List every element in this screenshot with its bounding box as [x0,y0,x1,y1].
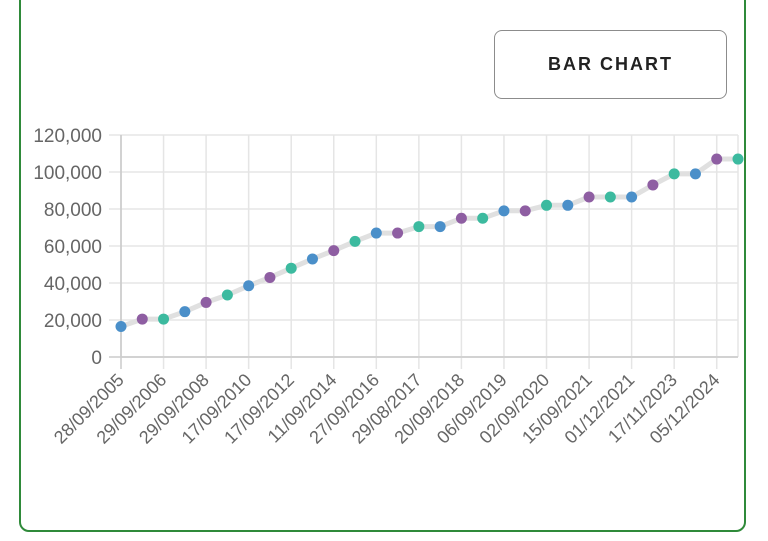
y-tick-label: 60,000 [44,237,102,258]
y-tick-label: 100,000 [33,163,102,184]
chart-grid [109,134,739,369]
data-point[interactable] [711,153,723,165]
data-point[interactable] [264,271,276,283]
data-point[interactable] [115,320,127,332]
data-point[interactable] [221,289,233,301]
y-tick-label: 0 [91,348,102,369]
y-tick-label: 40,000 [44,274,102,295]
data-point[interactable] [647,179,659,191]
bar-chart-toggle-button[interactable]: BAR CHART [494,30,727,99]
data-point[interactable] [179,306,191,318]
data-point[interactable] [370,227,382,239]
data-point[interactable] [136,313,148,325]
data-point[interactable] [604,191,616,203]
data-point[interactable] [349,235,361,247]
data-point[interactable] [328,245,340,257]
chart-axes [120,135,738,358]
x-tick-labels: 28/09/200529/09/200629/09/200817/09/2010… [50,370,724,448]
data-point[interactable] [668,168,680,180]
series-line [120,156,738,329]
data-point[interactable] [689,168,701,180]
data-point[interactable] [306,253,318,265]
data-point[interactable] [732,153,744,165]
data-point[interactable] [583,191,595,203]
data-point[interactable] [158,313,170,325]
data-point[interactable] [243,280,255,292]
data-point[interactable] [455,212,467,224]
chart-points [115,153,744,332]
data-point[interactable] [413,221,425,233]
data-point[interactable] [519,205,531,217]
data-point[interactable] [392,227,404,239]
y-tick-labels: 0 20,000 40,000 60,000 80,000 100,000 120,000 [33,126,102,369]
data-point[interactable] [498,205,510,217]
data-point[interactable] [285,262,297,274]
chart-line [120,156,738,329]
y-tick-label: 20,000 [44,311,102,332]
data-point[interactable] [477,212,489,224]
data-point[interactable] [541,199,553,211]
y-tick-label: 120,000 [33,126,102,147]
data-point[interactable] [562,199,574,211]
data-point[interactable] [434,221,446,233]
data-point[interactable] [626,191,638,203]
data-point[interactable] [200,296,212,308]
y-tick-label: 80,000 [44,200,102,221]
